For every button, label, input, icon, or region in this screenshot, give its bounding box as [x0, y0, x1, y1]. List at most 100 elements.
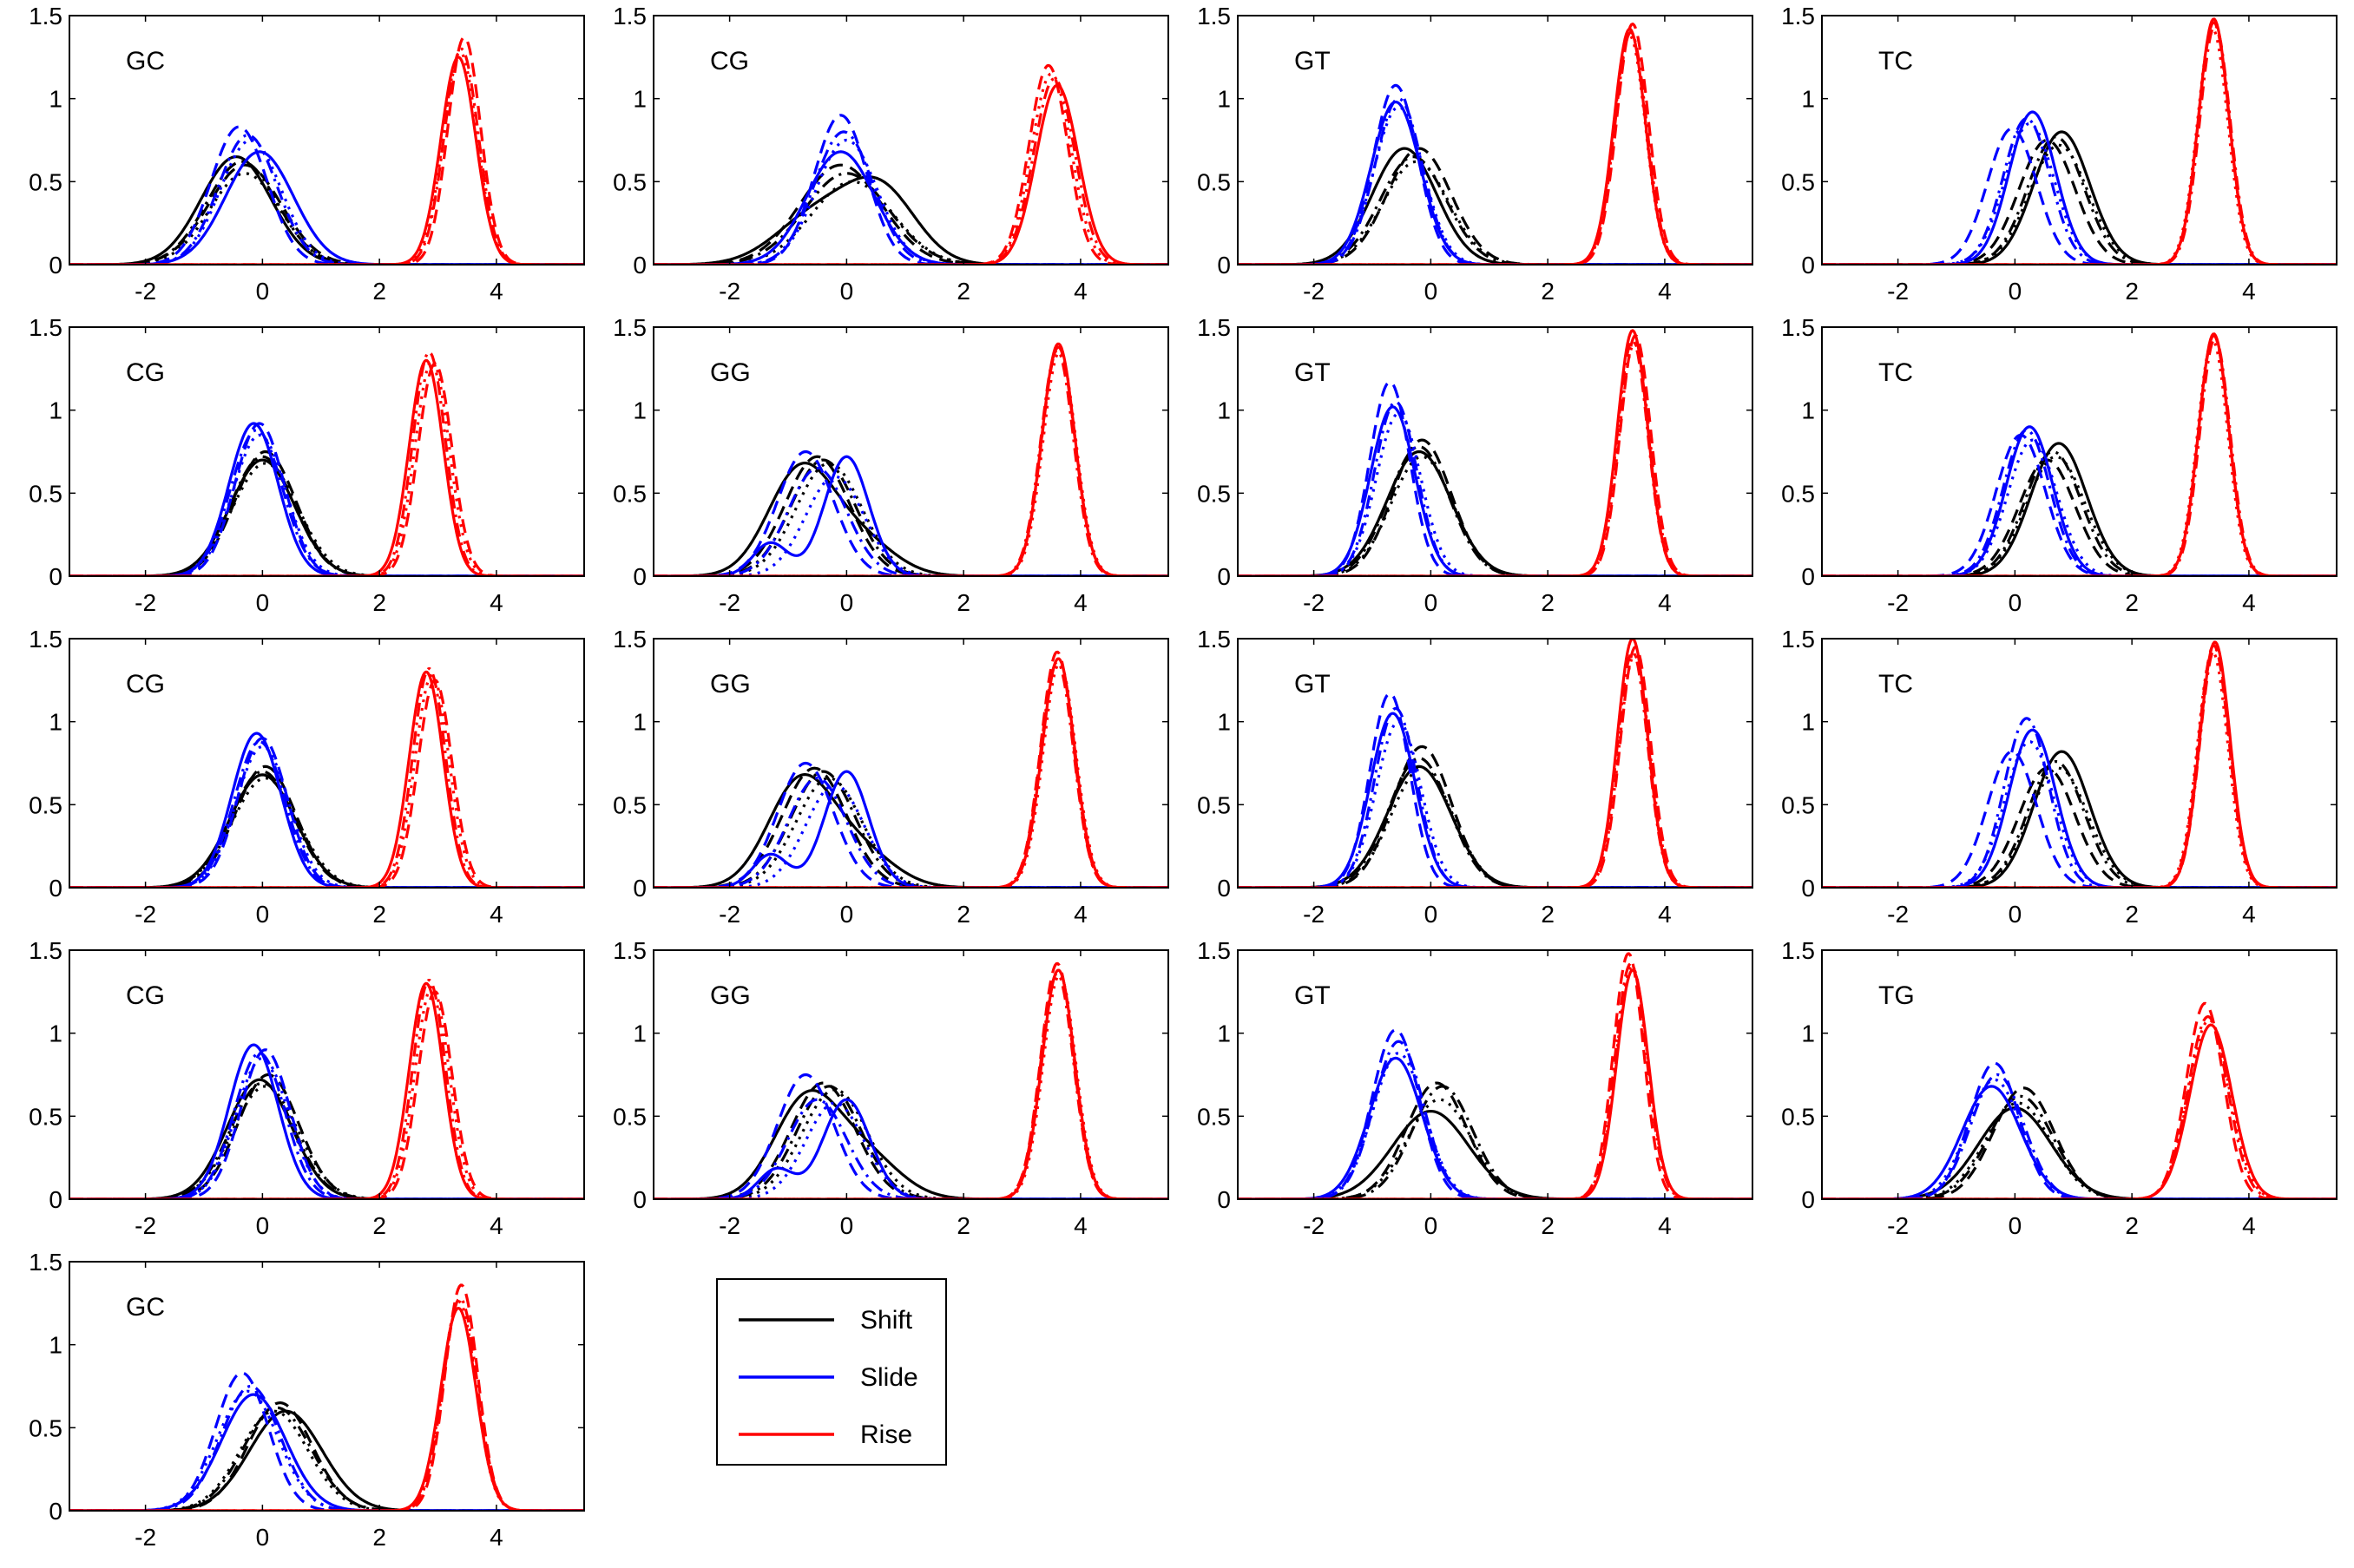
shift-curve-dotted [654, 1088, 1168, 1199]
x-tick-label: 0 [256, 278, 270, 305]
rise-curve-dashdot [654, 349, 1168, 576]
slide-curve-solid [1822, 728, 2337, 888]
x-tick-label: -2 [135, 1524, 156, 1551]
slide-curve-solid [1238, 712, 1752, 888]
x-tick-label: -2 [719, 278, 740, 305]
rise-curve-dotted [1822, 1018, 2337, 1199]
axes-box [1237, 326, 1753, 577]
x-tick-label: 0 [256, 1524, 270, 1551]
shift-curve-dashdot [69, 160, 584, 265]
shift-curve-dashed [69, 449, 584, 576]
slide-curve-solid [1238, 100, 1752, 265]
shift-curve-dashdot [654, 458, 1168, 576]
shift-curve-dotted [1238, 160, 1752, 265]
panel-2: -2 0 2 4 0 0.5 1 1.5 CG [613, 3, 1169, 305]
panel-4: -2 0 2 4 0 0.5 1 1.5 TC [1781, 3, 2338, 305]
x-tick-label: 4 [490, 1524, 503, 1551]
x-tick-label: -2 [1887, 278, 1909, 305]
slide-curve-dashed [654, 761, 1168, 888]
x-tick-label: 0 [840, 1212, 854, 1239]
panel-1: -2 0 2 4 0 0.5 1 1.5 GC [29, 3, 585, 305]
panel-title: GG [710, 670, 751, 699]
shift-curve-dashed [1822, 1086, 2337, 1199]
x-tick-label: 2 [2125, 901, 2139, 928]
rise-curve-dashdot [1238, 961, 1752, 1199]
panel-7: -2 0 2 4 0 0.5 1 1.5 GT [1197, 314, 1753, 616]
y-tick-label: 0.5 [29, 168, 62, 195]
curves [69, 667, 584, 888]
y-tick-label: 0.5 [29, 1414, 62, 1441]
slide-curve-dashdot [69, 429, 584, 576]
rise-curve-dotted [1238, 965, 1752, 1199]
panel-17: -2 0 2 4 0 0.5 1 1.5 GC [29, 1249, 585, 1551]
curves [1822, 1001, 2337, 1199]
shift-curve-dotted [1238, 455, 1752, 576]
x-tick-label: 4 [1074, 589, 1088, 616]
x-tick-label: 2 [957, 278, 970, 305]
rise-curve-dotted [654, 974, 1168, 1199]
rise-curve-solid [69, 981, 584, 1199]
x-tick-label: 2 [372, 278, 386, 305]
curves [1238, 639, 1752, 888]
x-tick-label: 4 [1658, 278, 1672, 305]
y-tick-label: 1 [49, 709, 62, 736]
shift-curve-solid [654, 175, 1168, 265]
rise-curve-dashed [69, 679, 584, 888]
curves [1822, 332, 2337, 576]
slide-curve-dashdot [1822, 429, 2337, 576]
x-tick-label: 0 [2009, 1212, 2022, 1239]
y-tick-label: 0 [1217, 875, 1231, 902]
slide-curve-solid [69, 150, 584, 265]
slide-curve-dashed [69, 1048, 584, 1199]
rise-curve-dashed [1238, 646, 1752, 888]
slide-curve-dashed [1822, 433, 2337, 576]
x-tick-label: 0 [840, 901, 854, 928]
panel-title: TC [1878, 670, 1913, 699]
y-tick-label: 1.5 [1781, 937, 1815, 964]
axes-box [1821, 326, 2338, 577]
rise-curve-solid [654, 83, 1168, 265]
shift-curve-dashdot [69, 770, 584, 888]
y-tick-label: 1.5 [1197, 626, 1231, 653]
x-tick-label: 0 [840, 589, 854, 616]
panel-title: GC [126, 47, 165, 75]
y-tick-label: 1.5 [1197, 937, 1231, 964]
x-tick-label: 2 [957, 901, 970, 928]
slide-curve-dotted [1238, 105, 1752, 265]
rise-curve-dashdot [1238, 30, 1752, 265]
slide-curve-solid [654, 150, 1168, 265]
shift-curve-dashdot [1238, 445, 1752, 576]
x-tick-label: 4 [2242, 1212, 2256, 1239]
rise-curve-dashed [69, 990, 584, 1199]
rise-curve-dashdot [69, 979, 584, 1199]
slide-curve-dotted [69, 1389, 584, 1511]
shift-curve-dashed [1822, 458, 2337, 576]
slide-curve-dashdot [654, 777, 1168, 888]
x-tick-label: 4 [1074, 278, 1088, 305]
x-tick-label: -2 [1887, 901, 1909, 928]
shift-curve-dashed [69, 1073, 584, 1199]
y-tick-label: 1.5 [29, 314, 62, 341]
rise-curve-solid [1822, 1023, 2337, 1199]
panel-12: -2 0 2 4 0 0.5 1 1.5 TC [1781, 626, 2338, 928]
x-tick-label: 2 [1541, 901, 1555, 928]
shift-curve-dashed [654, 766, 1168, 888]
axes-box [653, 949, 1169, 1200]
slide-curve-dotted [654, 1101, 1168, 1199]
panel-title: GT [1294, 670, 1331, 699]
shift-curve-dashed [1238, 745, 1752, 888]
slide-curve-dashdot [1238, 1040, 1752, 1199]
y-tick-label: 0.5 [29, 1103, 62, 1130]
panel-title: GT [1294, 981, 1331, 1010]
panel-title: GT [1294, 47, 1331, 75]
y-tick-label: 1 [633, 1020, 647, 1047]
y-tick-label: 0 [633, 1186, 647, 1213]
x-tick-label: 2 [1541, 589, 1555, 616]
slide-curve-dashdot [654, 130, 1168, 265]
y-tick-label: 1.5 [613, 937, 647, 964]
rise-curve-dashed [1822, 1001, 2337, 1199]
rise-curve-dashed [1238, 23, 1752, 265]
x-tick-label: 4 [1658, 589, 1672, 616]
y-tick-label: 1 [633, 86, 647, 113]
